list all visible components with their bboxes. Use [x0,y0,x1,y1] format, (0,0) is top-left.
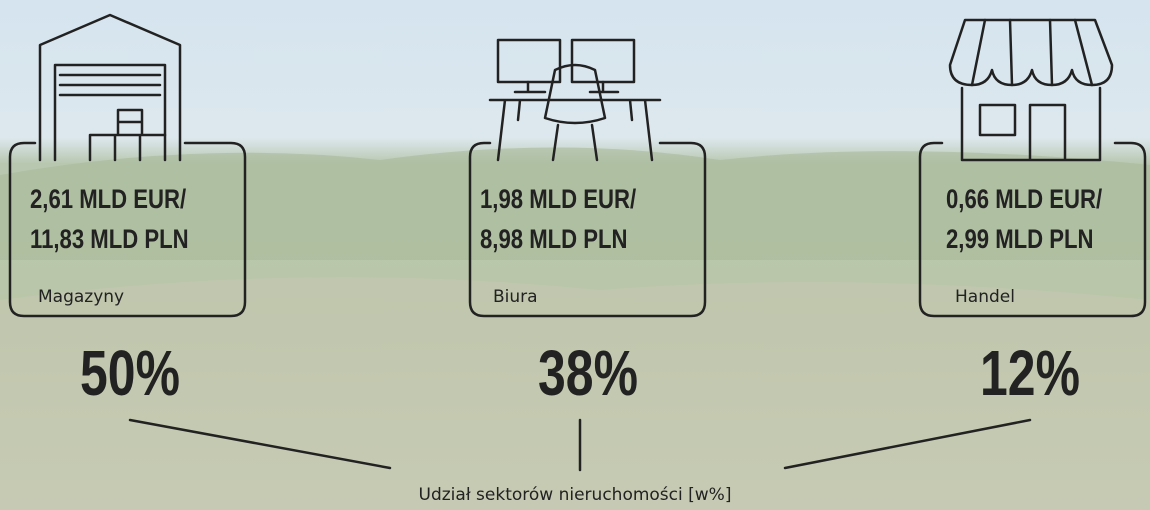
share: 50% [80,338,180,409]
amount-pln: 11,83 MLD PLN [30,225,189,255]
amount-pln: 8,98 MLD PLN [480,225,628,255]
sector-label: Biura [493,287,538,307]
share: 38% [538,338,638,409]
amount-pln: 2,99 MLD PLN [946,225,1094,255]
amount-eur: 0,66 MLD EUR/ [946,185,1102,215]
infographic: 2,61 MLD EUR/ 11,83 MLD PLN Magazyny 1,9… [0,0,1150,510]
share: 12% [980,338,1080,409]
caption: Udział sektorów nieruchomości [w%] [419,485,732,505]
sector-label: Handel [955,287,1015,307]
amount-eur: 1,98 MLD EUR/ [480,185,636,215]
sector-label: Magazyny [38,287,124,307]
amount-eur: 2,61 MLD EUR/ [30,185,186,215]
